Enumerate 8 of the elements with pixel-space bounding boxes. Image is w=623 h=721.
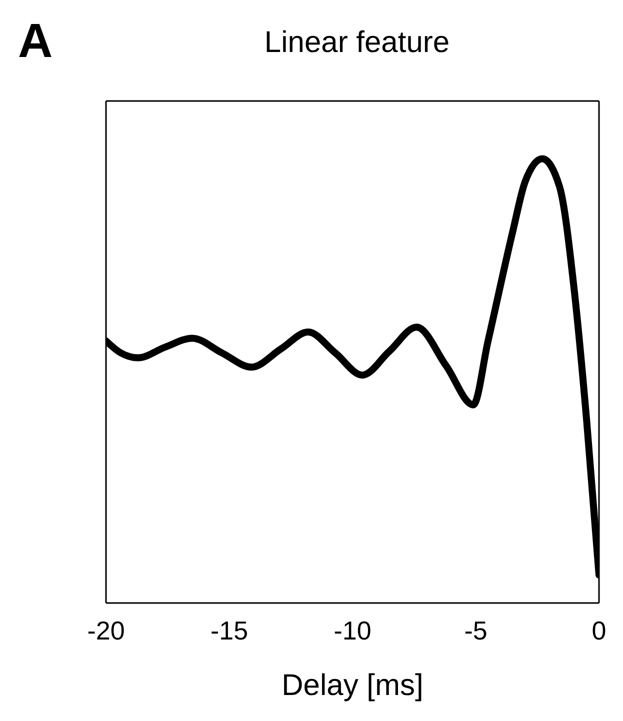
- x-tick-label: -10: [334, 615, 372, 646]
- x-tick-label: -5: [464, 615, 488, 646]
- x-axis-title: Delay [ms]: [282, 669, 424, 702]
- x-tick-label: -15: [210, 615, 248, 646]
- x-tick-label: 0: [592, 615, 606, 646]
- text: A: [18, 14, 53, 69]
- chart-title: Linear feature: [263, 26, 451, 60]
- x-tick-label: -20: [87, 615, 125, 646]
